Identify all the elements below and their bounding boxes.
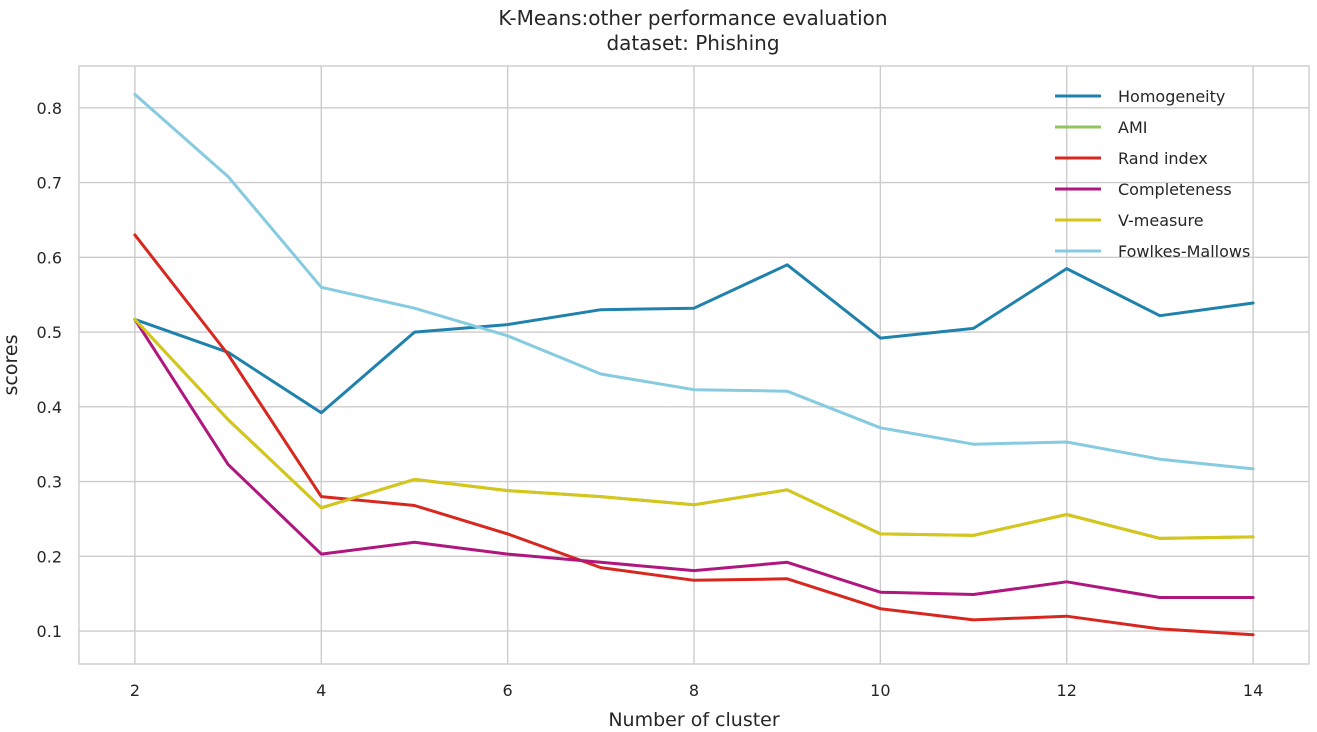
y-tick-label: 0.3 [37, 473, 62, 492]
legend-label-completeness: Completeness [1118, 180, 1232, 199]
x-tick-label: 8 [689, 681, 699, 700]
series-line-rand-index [133, 233, 1255, 637]
legend: Homogeneity AMI Rand index Completeness V-me… [1055, 87, 1250, 261]
chart-title: K-Means:other performance evaluation [498, 6, 887, 30]
y-tick-label: 0.5 [37, 323, 62, 342]
legend-label-v-measure: V-measure [1118, 211, 1204, 230]
x-tick-label: 6 [503, 681, 513, 700]
x-tick-label: 10 [870, 681, 890, 700]
series-line-completeness [133, 317, 1255, 599]
y-tick-label: 0.4 [37, 398, 62, 417]
x-tick-label: 2 [130, 681, 140, 700]
series-line-homogeneity [133, 263, 1255, 415]
chart-subtitle: dataset: Phishing [606, 31, 779, 55]
x-tick-label: 14 [1243, 681, 1263, 700]
series-line-fowlkes-mallows [133, 92, 1255, 471]
series-lines [133, 92, 1255, 637]
y-axis-label: scores [0, 335, 22, 396]
y-tick-label: 0.1 [37, 622, 62, 641]
y-tick-label: 0.6 [37, 248, 62, 267]
legend-label-rand-index: Rand index [1118, 149, 1208, 168]
y-tick-label: 0.8 [37, 99, 62, 118]
series-line-v-measure [133, 317, 1255, 540]
legend-label-ami: AMI [1118, 118, 1147, 137]
tick-labels: 2 4 6 8 10 12 14 0.1 0.2 0.3 0.4 0.5 0.6 0.7 0.8 [37, 99, 1264, 700]
y-tick-label: 0.7 [37, 174, 62, 193]
x-tick-label: 12 [1057, 681, 1077, 700]
plot-area-frame [78, 65, 1310, 665]
x-axis-label: Number of cluster [608, 709, 780, 731]
legend-label-homogeneity: Homogeneity [1118, 87, 1225, 106]
x-tick-label: 4 [316, 681, 326, 700]
legend-label-fowlkes-mallows: Fowlkes-Mallows [1118, 242, 1250, 261]
grid [79, 66, 1309, 664]
y-tick-label: 0.2 [37, 547, 62, 566]
